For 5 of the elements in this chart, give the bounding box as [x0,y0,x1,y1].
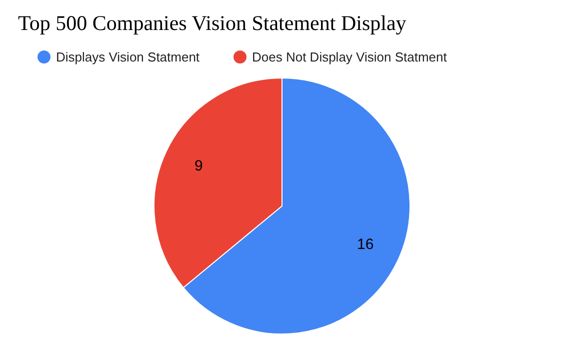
data-label: 16 [357,236,374,254]
data-label: 9 [194,158,203,175]
chart-title: Top 500 Companies Vision Statement Display [18,11,407,35]
legend-label: Does Not Display Vision Statment [252,50,448,64]
legend-label: Displays Vision Statment [56,50,200,64]
